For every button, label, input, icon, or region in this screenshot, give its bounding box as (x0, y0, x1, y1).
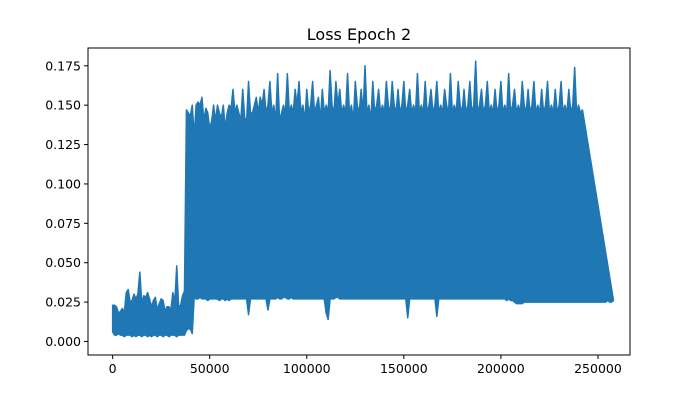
y-tick-label: 0.125 (45, 137, 81, 152)
x-tick-label: 200000 (477, 361, 525, 376)
x-axis: 0 50000 100000 150000 200000 250000 (109, 355, 622, 376)
x-tick-label: 150000 (380, 361, 428, 376)
plot-area (111, 60, 615, 338)
y-tick-label: 0.175 (45, 58, 81, 73)
y-tick-label: 0.100 (45, 176, 81, 191)
y-tick-label: 0.025 (45, 295, 81, 310)
plot-frame (87, 47, 631, 356)
y-tick-label: 0.150 (45, 98, 81, 113)
x-tick-label: 0 (109, 361, 117, 376)
x-tick-label: 100000 (283, 361, 331, 376)
x-tick-label: 250000 (574, 361, 622, 376)
series-line-0 (111, 60, 615, 338)
y-tick-label: 0.000 (45, 334, 81, 349)
y-axis: 0.000 0.025 0.050 0.075 0.100 0.125 0.150 0.175 (45, 58, 88, 349)
y-tick-label: 0.075 (45, 216, 81, 231)
chart-title: Loss Epoch 2 (307, 25, 411, 44)
y-tick-label: 0.050 (45, 255, 81, 270)
x-tick-label: 50000 (190, 361, 230, 376)
